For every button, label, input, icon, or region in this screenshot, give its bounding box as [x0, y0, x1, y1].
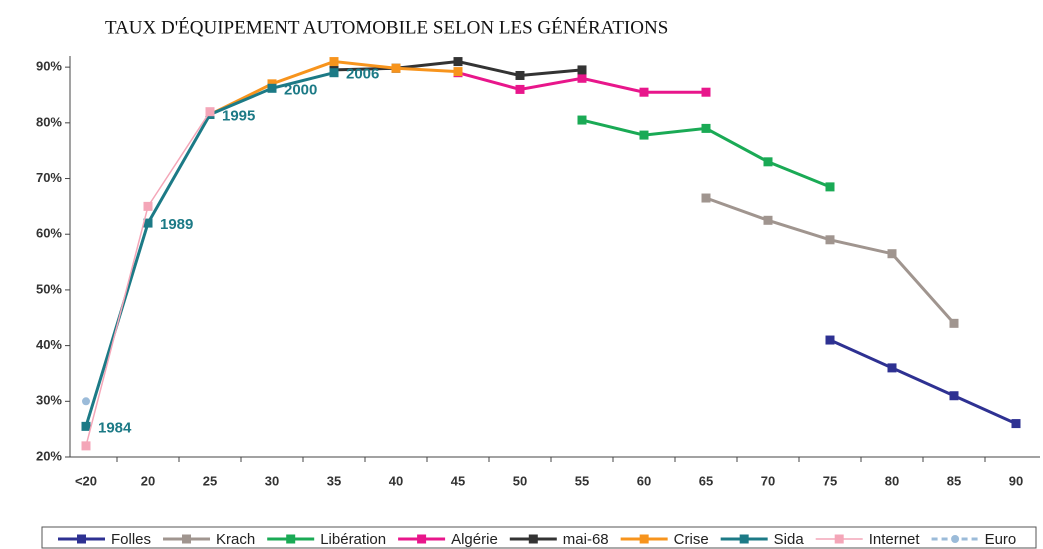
- x-tick-label: 20: [141, 473, 155, 488]
- point: [453, 67, 463, 77]
- legend-label: Internet: [869, 531, 921, 548]
- y-tick-label: 40%: [36, 337, 62, 352]
- series-line: [829, 338, 1017, 425]
- point: [82, 397, 90, 406]
- point: [763, 215, 773, 225]
- legend-item: Algérie: [398, 531, 498, 548]
- x-tick-label: 60: [637, 473, 651, 488]
- x-tick-label: 90: [1009, 473, 1023, 488]
- legend-label: Folles: [111, 531, 151, 548]
- series-line: [85, 111, 211, 447]
- x-tick-label: 50: [513, 473, 527, 488]
- legend-marker: [639, 534, 649, 544]
- x-tick-label: 45: [451, 473, 465, 488]
- point: [267, 83, 277, 93]
- x-tick-label: 70: [761, 473, 775, 488]
- legend-item: Folles: [58, 531, 151, 548]
- point: [205, 107, 215, 117]
- legend-marker: [834, 534, 844, 544]
- point: [577, 73, 587, 83]
- point-annotation: 1989: [160, 216, 193, 233]
- point: [825, 235, 835, 245]
- legend-box: [41, 526, 1037, 549]
- series-line: [705, 196, 956, 325]
- chart-title: TAUX D'ÉQUIPEMENT AUTOMOBILE SELON LES G…: [105, 16, 668, 38]
- point: [143, 201, 153, 211]
- legend-marker: [417, 534, 427, 544]
- point: [701, 87, 711, 97]
- legend-item: Sida: [720, 531, 805, 548]
- legend-label: Krach: [216, 531, 255, 548]
- point: [515, 70, 525, 80]
- point: [825, 182, 835, 192]
- legend-label: Libération: [320, 531, 386, 548]
- point: [949, 318, 959, 328]
- legend-marker: [739, 534, 749, 544]
- point: [825, 335, 835, 345]
- x-tick-label: <20: [75, 473, 97, 488]
- legend-item: Internet: [815, 531, 921, 548]
- y-tick-label: 50%: [36, 281, 62, 296]
- legend-marker: [528, 534, 538, 544]
- point-annotation: 2006: [346, 66, 379, 83]
- legend-label: mai-68: [563, 531, 609, 548]
- point: [577, 115, 587, 125]
- point: [329, 57, 339, 67]
- point: [577, 65, 587, 75]
- legend-item: Euro: [931, 531, 1017, 548]
- y-tick-label: 60%: [36, 226, 62, 241]
- point-annotation: 1984: [98, 419, 132, 436]
- y-tick-label: 20%: [36, 448, 62, 463]
- point: [763, 157, 773, 167]
- point: [453, 57, 463, 67]
- x-tick-label: 25: [203, 473, 217, 488]
- point: [639, 130, 649, 140]
- legend-item: Krach: [163, 531, 255, 548]
- legend-label: Euro: [985, 531, 1017, 548]
- legend-marker: [951, 535, 960, 543]
- point-annotation: 1995: [222, 107, 255, 124]
- x-tick-label: 65: [699, 473, 713, 488]
- point-annotation: 2000: [284, 81, 317, 98]
- point: [887, 249, 897, 259]
- point: [701, 123, 711, 133]
- point: [515, 84, 525, 94]
- x-tick-label: 75: [823, 473, 837, 488]
- point: [391, 63, 401, 73]
- x-tick-label: 35: [327, 473, 341, 488]
- legend-label: Crise: [674, 531, 709, 548]
- x-tick-label: 30: [265, 473, 279, 488]
- legend-item: Libération: [267, 531, 386, 548]
- x-tick-label: 55: [575, 473, 589, 488]
- legend-marker: [286, 534, 296, 544]
- point: [1011, 419, 1021, 429]
- legend-marker: [182, 534, 192, 544]
- legend-marker: [77, 534, 86, 544]
- y-tick-label: 80%: [36, 114, 62, 129]
- legend-item: Crise: [620, 531, 709, 548]
- series-line: [84, 71, 335, 427]
- y-tick-label: 30%: [36, 393, 62, 408]
- legend-label: Sida: [774, 531, 805, 548]
- point: [701, 193, 711, 203]
- point: [949, 391, 959, 401]
- point: [329, 68, 339, 78]
- point: [81, 421, 91, 431]
- y-tick-label: 90%: [36, 59, 62, 74]
- x-tick-label: 80: [885, 473, 899, 488]
- x-tick-label: 40: [389, 473, 403, 488]
- legend-item: mai-68: [509, 531, 609, 548]
- legend-label: Algérie: [451, 531, 498, 548]
- point: [887, 363, 897, 373]
- y-tick-label: 70%: [36, 170, 62, 185]
- point: [143, 218, 153, 228]
- point: [639, 87, 649, 97]
- x-tick-label: 85: [947, 473, 961, 488]
- point: [81, 441, 91, 451]
